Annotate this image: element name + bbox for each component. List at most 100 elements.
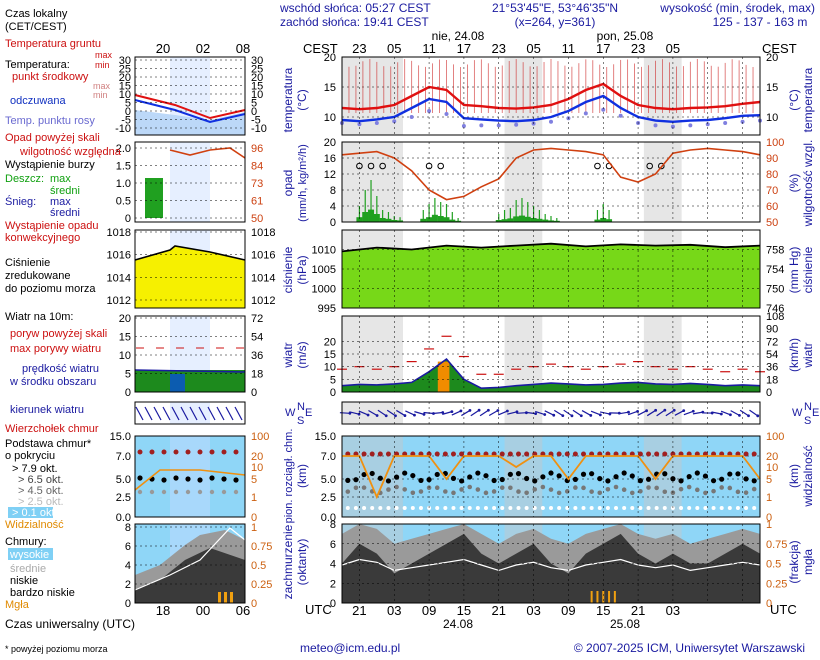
cloud-base-dot-3 bbox=[744, 506, 749, 510]
rain-max-bar bbox=[544, 214, 546, 222]
temp-axis-right: temperatura bbox=[801, 67, 815, 132]
leg-temp-ltick-r: 30 bbox=[251, 55, 263, 67]
utc-tick: 03 bbox=[526, 603, 540, 618]
wind-arrow bbox=[470, 409, 480, 417]
utc-tick: 21 bbox=[492, 603, 506, 618]
grid-coords: (x=264, y=361) bbox=[515, 15, 596, 29]
cloud-base-dot bbox=[727, 471, 733, 477]
leg-cover-ltick-l: 8 bbox=[125, 522, 131, 534]
cloud-base-dot-3 bbox=[573, 506, 578, 510]
cloud-base-dot-3 bbox=[362, 506, 367, 510]
wind-arrow bbox=[488, 409, 499, 417]
cest-tick: 17 bbox=[596, 41, 610, 56]
leg-temp-mid bbox=[134, 94, 246, 120]
utc-tick: 21 bbox=[631, 603, 645, 618]
wind-arrow bbox=[665, 409, 675, 417]
leg-cloud-ltick-r: 0 bbox=[251, 512, 257, 524]
cloud-base-dot bbox=[743, 476, 749, 482]
wind-arrow-head bbox=[645, 409, 648, 413]
utc-tick: 03 bbox=[387, 603, 401, 618]
cloud-base-dot bbox=[515, 471, 522, 477]
wind-arrow-head bbox=[654, 408, 658, 412]
wind-ytick-l: 0 bbox=[330, 387, 336, 399]
leg-temp-ltick-r: 25 bbox=[251, 64, 263, 76]
legend-utc-tick: 18 bbox=[156, 603, 170, 618]
cloud-top-dot bbox=[361, 451, 367, 457]
email-link[interactable]: meteo@icm.edu.pl bbox=[300, 641, 400, 655]
leg-temp-dew-area bbox=[135, 110, 245, 135]
rain-mean-bar bbox=[431, 214, 438, 222]
cest-tick: 05 bbox=[526, 41, 540, 56]
wind-arrow bbox=[451, 410, 462, 416]
cloud-base-dot-2 bbox=[508, 485, 513, 491]
leg-precip-ltick-l: 1.0 bbox=[116, 178, 131, 190]
cloud-base-dot-2 bbox=[629, 490, 635, 496]
cloud-base-dot-3 bbox=[459, 506, 464, 510]
compass-n: N bbox=[297, 401, 305, 413]
precip-panel-night-0 bbox=[342, 142, 403, 222]
dewpoint-point bbox=[479, 123, 484, 128]
leg-temp-ltick-l: 0 bbox=[125, 106, 131, 118]
leg-dir-arrow bbox=[216, 406, 225, 421]
dewpoint-point bbox=[670, 124, 675, 129]
leg-temp-ltick-r: -10 bbox=[251, 123, 267, 135]
leg-temp-ltick-r: -5 bbox=[251, 115, 261, 127]
cloud-base-dot-2 bbox=[564, 489, 570, 494]
rain-max-bar bbox=[382, 210, 384, 222]
rain-mean-bar bbox=[524, 216, 531, 222]
leg-press-ltick-r: 1014 bbox=[251, 272, 275, 284]
cloud-base-dot bbox=[637, 478, 644, 484]
dewpoint-point bbox=[374, 121, 379, 125]
leg-temp-ltick-r: 10 bbox=[251, 89, 263, 101]
cloud-top-dot bbox=[369, 451, 375, 457]
rain-max-bar bbox=[521, 198, 523, 222]
rain-mean-bar bbox=[594, 219, 601, 222]
leg-dir-arrow bbox=[225, 406, 234, 421]
wind-arrow-head bbox=[450, 410, 454, 414]
leg-kierunek: kierunek wiatru bbox=[10, 404, 84, 416]
cloud-base-dot bbox=[589, 471, 595, 477]
cloud-cover-axis-left-unit: (oktanty) bbox=[295, 539, 309, 586]
compass-w: W bbox=[285, 407, 296, 419]
fog-bar bbox=[590, 591, 593, 603]
leg-cisn2: zredukowane bbox=[5, 270, 70, 282]
cloud-base-dot-3 bbox=[492, 506, 497, 510]
leg-wind-line bbox=[134, 369, 246, 373]
leg-cloud-base-2 bbox=[185, 489, 191, 495]
cloud-base-dot bbox=[670, 476, 676, 482]
fog-axis-right-unit: (frakcja) bbox=[787, 540, 801, 583]
leg-cloud-top bbox=[137, 449, 143, 455]
cloud-base-dot-3 bbox=[711, 506, 716, 510]
leg-cloud-top bbox=[209, 449, 215, 455]
cloud-base-dot-2 bbox=[597, 490, 603, 496]
pressure-ytick-r: 758 bbox=[766, 245, 784, 257]
cest-tick: 23 bbox=[631, 41, 645, 56]
rain-mean-bar bbox=[455, 220, 462, 222]
wind-ytick-r: 90 bbox=[766, 324, 778, 336]
leg-wind-lborder bbox=[134, 315, 246, 393]
cloud-base-dot-3 bbox=[410, 506, 415, 510]
cloud-base-dot-2 bbox=[402, 487, 408, 492]
leg-cloud-base-2 bbox=[197, 489, 203, 495]
leg-cloud-base bbox=[137, 475, 143, 481]
wind-arrow-head bbox=[552, 413, 556, 417]
cover-ytick-r: 0.25 bbox=[766, 578, 787, 590]
leg-cloud-base-2 bbox=[209, 489, 215, 495]
wind-dir-panel-night-2 bbox=[643, 402, 682, 424]
wind-arrow bbox=[730, 410, 740, 416]
main-panels: 1015201015200481216205060708090100995100… bbox=[312, 52, 788, 610]
wind-arrow bbox=[414, 411, 425, 415]
cest-tick: 11 bbox=[562, 41, 576, 56]
leg-niskie: niskie bbox=[10, 575, 38, 587]
cloud-base-dot-2 bbox=[475, 487, 481, 492]
leg-cloud-top bbox=[197, 449, 203, 455]
wind-ytick-l: 20 bbox=[324, 336, 336, 348]
cloud-base-dot bbox=[532, 478, 538, 484]
cloud-base-dot-3 bbox=[508, 506, 513, 510]
leg-cover-lborder bbox=[134, 523, 246, 604]
cloud-base-dot-2 bbox=[605, 486, 611, 492]
cest-tick: 23 bbox=[352, 41, 366, 56]
leg-cover-ltick-l: 0 bbox=[125, 598, 131, 610]
wind-arrow-head bbox=[561, 414, 565, 418]
wind-arrow bbox=[386, 409, 396, 417]
